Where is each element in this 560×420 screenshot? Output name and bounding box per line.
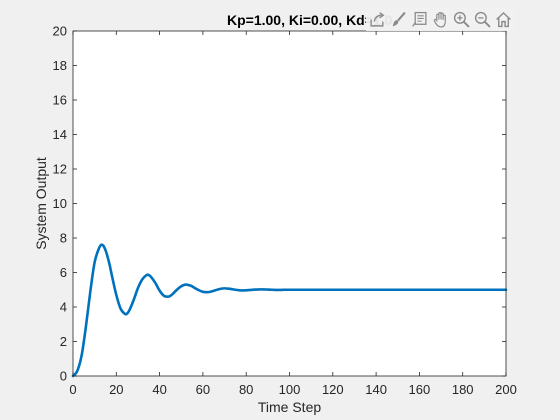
- x-tick-label: 160: [409, 382, 431, 397]
- y-tick-label: 0: [60, 369, 67, 384]
- x-tick-label: 0: [69, 382, 76, 397]
- x-tick-label: 60: [196, 382, 210, 397]
- x-tick-label: 100: [279, 382, 301, 397]
- chart-title: Kp=1.00, Ki=0.00, Kd=1.0: [227, 12, 393, 28]
- export-icon[interactable]: [368, 8, 387, 30]
- y-axis: 0 2 4 6 8 10 12 14 16 18 20: [53, 24, 506, 384]
- data-tips-icon[interactable]: [410, 8, 429, 30]
- y-axis-label: System Output: [33, 157, 49, 250]
- series-layer: [71, 243, 508, 378]
- y-tick-label: 18: [53, 58, 67, 73]
- x-tick-label: 140: [365, 382, 387, 397]
- x-axis-label: Time Step: [258, 399, 321, 415]
- x-tick-label: 20: [109, 382, 123, 397]
- y-tick-label: 10: [53, 196, 67, 211]
- series-line-0[interactable]: [71, 243, 508, 378]
- y-tick-label: 6: [60, 265, 67, 280]
- zoom-out-icon[interactable]: [473, 8, 492, 30]
- y-tick-label: 14: [53, 127, 67, 142]
- x-tick-label: 120: [322, 382, 344, 397]
- x-tick-label: 200: [495, 382, 517, 397]
- y-tick-label: 12: [53, 162, 67, 177]
- y-tick-label: 16: [53, 93, 67, 108]
- y-tick-label: 4: [60, 300, 67, 315]
- x-tick-label: 80: [239, 382, 253, 397]
- y-tick-label: 2: [60, 334, 67, 349]
- y-tick-label: 20: [53, 24, 67, 39]
- plot-area[interactable]: [73, 31, 506, 376]
- y-tick-label: 8: [60, 231, 67, 246]
- x-tick-label: 40: [152, 382, 166, 397]
- brush-icon[interactable]: [389, 8, 408, 30]
- pan-icon[interactable]: [431, 8, 450, 30]
- home-icon[interactable]: [494, 8, 513, 30]
- x-axis: 0 20 40 60 80 100 120 140 160 180 200: [69, 31, 517, 397]
- x-tick-label: 180: [452, 382, 474, 397]
- zoom-in-icon[interactable]: [452, 8, 471, 30]
- axes-toolbar: [366, 7, 515, 31]
